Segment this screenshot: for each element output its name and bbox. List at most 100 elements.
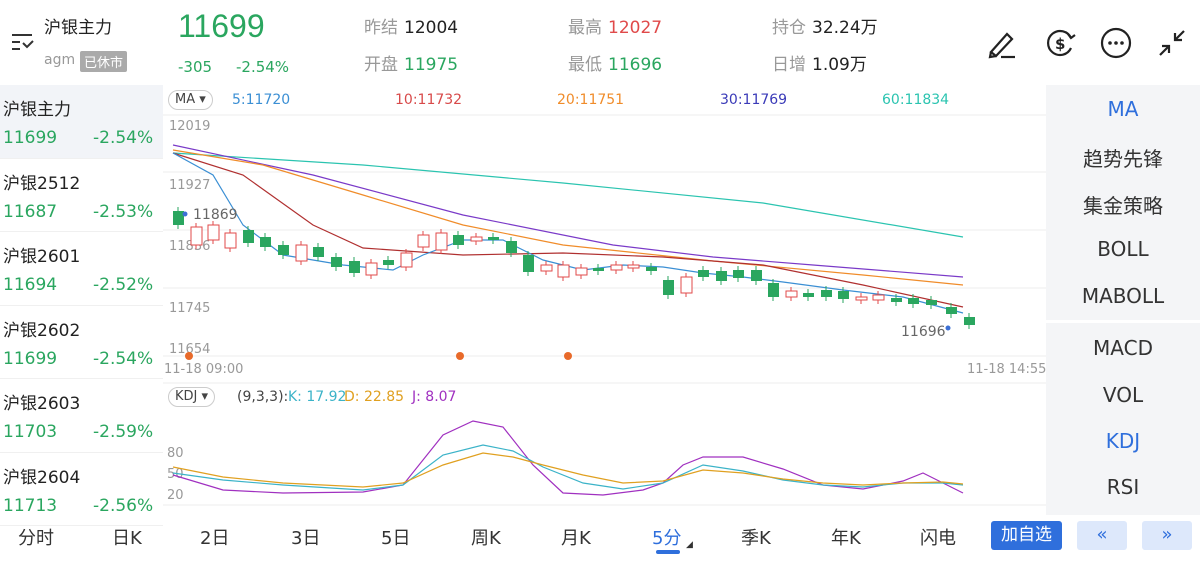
indicator-strategy[interactable]: 集金策略 xyxy=(1083,194,1163,218)
kdj-j-line xyxy=(172,420,964,496)
tab-flash[interactable]: 闪电 xyxy=(920,528,956,549)
prev-button[interactable]: « xyxy=(1077,521,1127,550)
tab-3day[interactable]: 3日 xyxy=(291,528,321,549)
tab-5min[interactable]: 5分 xyxy=(652,528,682,549)
ma-indicator-dropdown[interactable]: MA ▾ xyxy=(168,90,213,110)
candle-body xyxy=(838,291,849,299)
tab-month-k[interactable]: 月K xyxy=(561,528,591,549)
event-marker[interactable] xyxy=(564,352,572,360)
symbol-code: agm xyxy=(44,52,76,68)
open-price: 开盘 11975 xyxy=(364,55,459,75)
add-watchlist-button[interactable]: 加自选 xyxy=(991,521,1062,550)
currency-icon[interactable]: $ xyxy=(1043,26,1077,60)
candle-body xyxy=(663,280,674,295)
panel-divider xyxy=(1046,320,1200,323)
candle-body xyxy=(964,317,975,325)
indicator-maboll[interactable]: MABOLL xyxy=(1081,284,1165,308)
candle-body xyxy=(803,293,814,297)
candle-body xyxy=(383,260,394,265)
candle-body xyxy=(680,276,693,294)
candle-body xyxy=(207,224,220,241)
contract-pct: -2.59% xyxy=(93,422,154,442)
open-interest-change: 日增 1.09万 xyxy=(772,55,867,75)
contract-item[interactable]: 沪银2601 11694 -2.52% xyxy=(0,232,163,306)
kdj-tick-label: 50 xyxy=(167,467,184,482)
candle-body xyxy=(295,244,308,262)
candle-body xyxy=(627,264,640,269)
max-price-label: 11869 xyxy=(193,207,238,223)
contract-name: 沪银2601 xyxy=(3,247,81,267)
contract-item[interactable]: 沪银2602 11699 -2.54% xyxy=(0,306,163,379)
collapse-icon[interactable] xyxy=(1155,26,1189,60)
menu-sort-icon[interactable] xyxy=(10,32,36,52)
kdj-indicator-dropdown[interactable]: KDJ ▾ xyxy=(168,387,216,407)
contract-item[interactable]: 沪银主力 11699 -2.54% xyxy=(0,85,163,159)
tab-day-k[interactable]: 日K xyxy=(112,528,142,549)
candle-body xyxy=(243,230,254,243)
kdj-d-line xyxy=(172,452,964,488)
contract-item[interactable]: 沪银2603 11703 -2.59% xyxy=(0,379,163,453)
ma60-line xyxy=(172,152,964,238)
tab-year-k[interactable]: 年K xyxy=(831,528,861,549)
high-price: 最高 12027 xyxy=(568,18,663,38)
tab-week-k[interactable]: 周K xyxy=(471,528,501,549)
last-price: 11699 xyxy=(178,8,265,44)
contract-name: 沪银2602 xyxy=(3,320,81,341)
tab-quarter-k[interactable]: 季K xyxy=(741,528,771,549)
indicator-vol[interactable]: VOL xyxy=(1102,383,1144,407)
kdj-k-value: K: 17.92 xyxy=(288,389,347,405)
kline-chart[interactable]: 12019 11927 11836 11745 11654 11-18 09:0… xyxy=(163,85,1046,515)
indicator-kdj[interactable]: KDJ xyxy=(1105,429,1141,453)
y-tick-label: 11836 xyxy=(169,239,210,254)
contract-pct: -2.56% xyxy=(93,495,154,516)
price-change: -305 xyxy=(178,58,213,76)
event-marker[interactable] xyxy=(456,352,464,360)
contract-item[interactable]: 沪银2512 11687 -2.53% xyxy=(0,159,163,232)
low-price: 最低 11696 xyxy=(568,55,663,75)
candle-body xyxy=(593,268,604,271)
contract-price: 11699 xyxy=(3,128,58,148)
candle-body xyxy=(698,270,709,277)
prev-settle: 昨结 12004 xyxy=(364,18,459,38)
ma10-value: 10:11732 xyxy=(395,92,463,108)
indicator-macd[interactable]: MACD xyxy=(1093,336,1153,360)
candle-body xyxy=(557,264,570,278)
candle-body xyxy=(331,257,342,267)
contract-name: 沪银2512 xyxy=(3,173,81,194)
candle-body xyxy=(313,247,324,257)
candle-body xyxy=(365,262,378,276)
candle-body xyxy=(224,232,237,249)
candle-body xyxy=(716,271,727,281)
more-icon[interactable] xyxy=(1099,26,1133,60)
candle-body xyxy=(733,270,744,278)
candle-body xyxy=(891,298,902,302)
ma10-line xyxy=(172,152,964,308)
next-button[interactable]: » xyxy=(1142,521,1192,550)
candle-body xyxy=(908,298,919,304)
contract-item[interactable]: 沪银2604 11713 -2.56% xyxy=(0,453,163,526)
candle-body xyxy=(435,232,448,251)
draw-icon[interactable] xyxy=(985,26,1019,60)
ma5-line xyxy=(172,152,964,314)
kdj-tick-label: 80 xyxy=(167,446,184,461)
candle-body xyxy=(453,235,464,245)
candle-body xyxy=(785,290,798,298)
tab-2day[interactable]: 2日 xyxy=(200,528,230,549)
event-marker[interactable] xyxy=(185,352,193,360)
symbol-name: 沪银主力 xyxy=(44,18,112,38)
candle-body xyxy=(872,294,885,301)
candle-body xyxy=(349,261,360,273)
indicator-panel: MA 趋势先锋 集金策略 BOLL MABOLL MACD VOL KDJ RS… xyxy=(1046,85,1200,515)
contract-name: 沪银2604 xyxy=(3,467,81,488)
contract-pct: -2.54% xyxy=(93,348,154,369)
quote-header: 沪银主力 agm 已休市 11699 -305 -2.54% 昨结 12004 开… xyxy=(0,0,1200,85)
candle-body xyxy=(821,290,832,297)
indicator-rsi[interactable]: RSI xyxy=(1106,475,1140,499)
indicator-trend[interactable]: 趋势先锋 xyxy=(1083,147,1163,171)
indicator-boll[interactable]: BOLL xyxy=(1097,237,1149,261)
tab-timeshare[interactable]: 分时 xyxy=(18,528,54,549)
candle-body xyxy=(400,252,413,268)
tab-5day[interactable]: 5日 xyxy=(381,528,411,549)
indicator-ma[interactable]: MA xyxy=(1107,97,1139,121)
candle-body xyxy=(926,300,937,305)
